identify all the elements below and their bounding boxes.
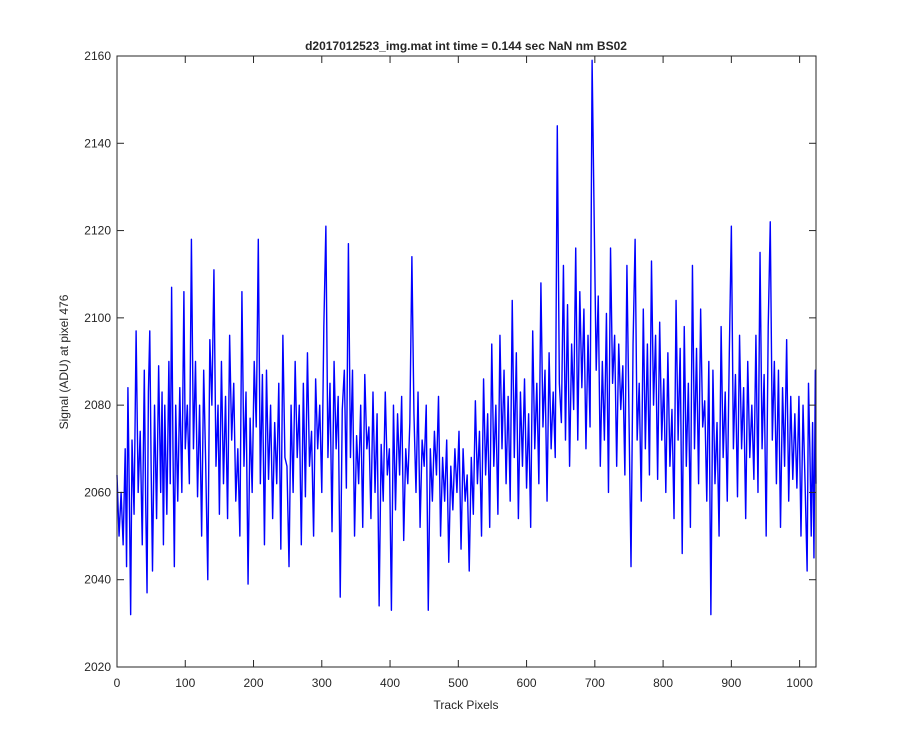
x-axis-label: Track Pixels bbox=[434, 698, 499, 712]
x-tick-label: 0 bbox=[114, 676, 121, 690]
y-tick-label: 2040 bbox=[84, 573, 111, 587]
y-tick-label: 2060 bbox=[84, 485, 111, 499]
y-tick-label: 2080 bbox=[84, 398, 111, 412]
x-tick-label: 300 bbox=[312, 676, 332, 690]
y-axis-label: Signal (ADU) at pixel 476 bbox=[57, 294, 71, 429]
y-tick-label: 2100 bbox=[84, 311, 111, 325]
x-axis: 0 100 200 300 400 500 600 700 800 900 1000 bbox=[114, 56, 813, 690]
x-tick-label: 100 bbox=[175, 676, 195, 690]
plot-area bbox=[116, 59, 817, 616]
axes-box bbox=[116, 55, 817, 668]
y-tick-label: 2120 bbox=[84, 224, 111, 238]
y-tick-label: 2020 bbox=[84, 660, 111, 674]
x-tick-label: 800 bbox=[653, 676, 673, 690]
x-tick-label: 1000 bbox=[786, 676, 813, 690]
y-tick-label: 2140 bbox=[84, 136, 111, 150]
y-tick-label: 2160 bbox=[84, 49, 111, 63]
x-tick-label: 700 bbox=[585, 676, 605, 690]
x-tick-label: 400 bbox=[380, 676, 400, 690]
y-axis: 2020 2040 2060 2080 2100 2120 2140 2160 bbox=[84, 49, 816, 674]
series-line bbox=[116, 59, 817, 616]
x-tick-label: 600 bbox=[517, 676, 537, 690]
x-tick-label: 900 bbox=[721, 676, 741, 690]
x-tick-label: 200 bbox=[244, 676, 264, 690]
x-tick-label: 500 bbox=[448, 676, 468, 690]
chart-title: d2017012523_img.mat int time = 0.144 sec… bbox=[305, 39, 627, 53]
